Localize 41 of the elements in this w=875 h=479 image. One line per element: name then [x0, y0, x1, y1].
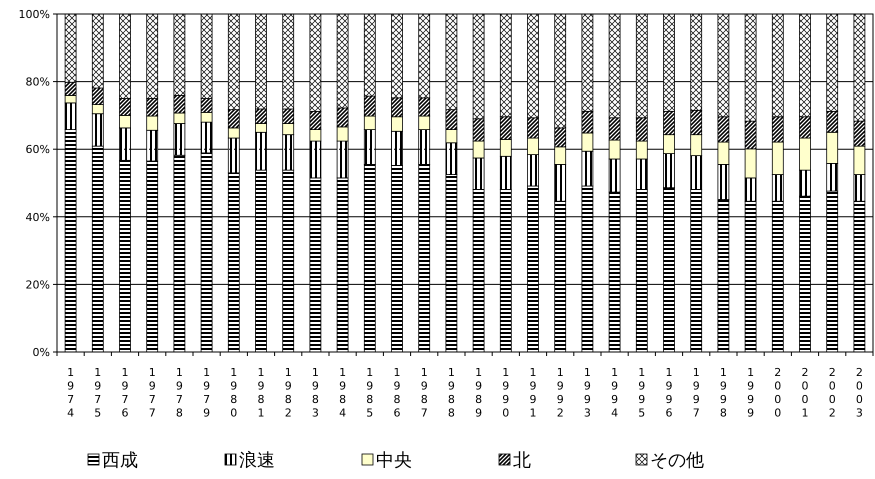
x-tick-label: 1993 — [584, 366, 591, 420]
x-tick-label: 1997 — [692, 366, 700, 420]
x-tick-label: 1994 — [611, 366, 618, 420]
x-tick-label: 2000 — [774, 366, 782, 420]
legend-label: 浪速 — [239, 450, 275, 471]
x-tick-label: 1991 — [530, 366, 536, 420]
x-tick-label: 1980 — [230, 366, 238, 420]
x-tick-label: 1985 — [366, 366, 374, 420]
x-tick-label: 1990 — [502, 366, 510, 420]
y-tick-label: 20% — [26, 278, 50, 292]
x-tick-label: 1987 — [420, 366, 428, 420]
y-tick-label: 40% — [26, 210, 50, 224]
x-tick-label: 2003 — [856, 366, 863, 420]
x-tick-label: 1975 — [94, 366, 102, 420]
y-tick-label: 60% — [26, 143, 50, 156]
x-tick-label: 2001 — [802, 366, 808, 420]
x-tick-label: 1999 — [747, 366, 754, 420]
x-tick-label: 1992 — [556, 366, 564, 420]
x-tick-label: 1974 — [67, 366, 74, 420]
x-tick-label: 1995 — [638, 366, 646, 420]
x-tick-label: 1984 — [339, 366, 346, 420]
x-tick-label: 1978 — [176, 366, 183, 420]
legend-label: その他 — [650, 450, 704, 471]
x-tick-label: 1983 — [312, 366, 319, 420]
legend-label: 北 — [513, 450, 531, 471]
y-tick-label: 80% — [26, 76, 50, 89]
y-tick-label: 0% — [32, 346, 50, 359]
x-tick-label: 1982 — [284, 366, 292, 420]
y-tick-label: 100% — [18, 8, 50, 21]
legend-label: 西成 — [102, 450, 138, 471]
x-tick-label: 1986 — [394, 366, 400, 420]
x-tick-label: 1979 — [203, 366, 210, 420]
x-tick-label: 1977 — [148, 366, 156, 420]
x-tick-label: 1996 — [666, 366, 672, 420]
x-tick-label: 1998 — [720, 366, 727, 420]
legend-label: 中央 — [376, 450, 412, 471]
x-tick-label: 2002 — [828, 366, 836, 420]
x-tick-label: 1981 — [258, 366, 264, 420]
x-tick-label: 1989 — [475, 366, 482, 420]
x-tick-label: 1988 — [448, 366, 455, 420]
x-tick-label: 1976 — [122, 366, 128, 420]
